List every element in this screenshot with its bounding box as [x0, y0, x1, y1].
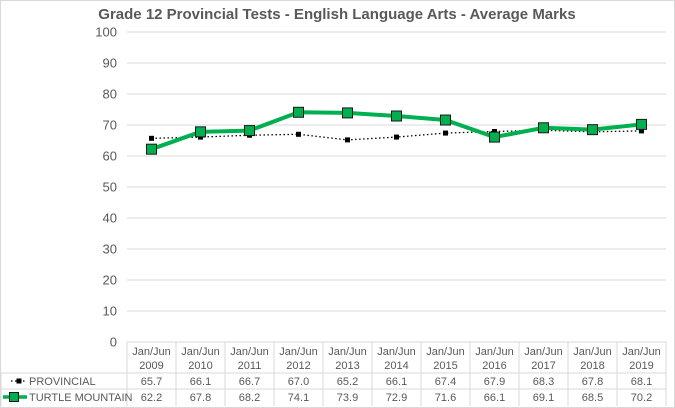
- x-tick-label: Jan/Jun 2018: [573, 346, 612, 372]
- turtle-mountain-point: [146, 143, 157, 155]
- table-cell-value: 65.2: [337, 376, 358, 388]
- table-cell-value: 73.9: [337, 392, 358, 404]
- y-tick-label: 40: [103, 211, 117, 226]
- y-tick-label: 0: [110, 335, 117, 350]
- y-tick-label: 30: [103, 242, 117, 257]
- table-cell-value: 67.8: [190, 392, 211, 404]
- turtle-mountain-point: [538, 122, 549, 134]
- x-tick-label: Jan/Jun 2017: [524, 346, 563, 372]
- table-cell-value: 62.2: [141, 392, 162, 404]
- turtle-mountain-point: [342, 107, 353, 119]
- table-cell-value: 70.2: [631, 392, 652, 404]
- turtle-mountain-point: [636, 118, 647, 130]
- table-cell-value: 67.0: [288, 376, 309, 388]
- table-cell-value: 69.1: [533, 392, 554, 404]
- provincial-point: [149, 135, 154, 141]
- table-cell-value: 67.4: [435, 376, 456, 388]
- turtle-mountain-point: [391, 110, 402, 122]
- provincial-point: [345, 137, 350, 143]
- x-tick-label: Jan/Jun 2011: [230, 346, 269, 372]
- table-cell-value: 71.6: [435, 392, 456, 404]
- legend-marker-provincial: [16, 378, 22, 384]
- x-tick-label: Jan/Jun 2013: [328, 346, 367, 372]
- legend-label: TURTLE MOUNTAIN: [29, 392, 133, 404]
- table-cell-value: 67.9: [484, 376, 505, 388]
- turtle-mountain-point: [587, 124, 598, 136]
- table-cell-value: 66.1: [484, 392, 505, 404]
- provincial-point: [443, 130, 448, 136]
- table-cell-value: 66.1: [190, 376, 211, 388]
- provincial-point: [394, 134, 399, 140]
- table-cell-value: 66.7: [239, 376, 260, 388]
- y-tick-label: 90: [103, 56, 117, 71]
- provincial-point: [639, 128, 644, 134]
- x-tick-label: Jan/Jun 2015: [426, 346, 465, 372]
- table-cell-value: 66.1: [386, 376, 407, 388]
- y-tick-label: 70: [103, 118, 117, 133]
- x-tick-label: Jan/Jun 2016: [475, 346, 514, 372]
- legend-marker-turtle-mountain: [9, 392, 19, 402]
- turtle-mountain-point: [195, 126, 206, 138]
- turtle-mountain-point: [293, 106, 304, 118]
- turtle-mountain-point: [244, 125, 255, 137]
- x-tick-label: Jan/Jun 2012: [279, 346, 318, 372]
- table-cell-value: 72.9: [386, 392, 407, 404]
- provincial-point: [492, 129, 497, 135]
- x-tick-label: Jan/Jun 2009: [132, 346, 171, 372]
- turtle-mountain-point: [440, 114, 451, 126]
- table-cell-value: 68.3: [533, 376, 554, 388]
- table-cell-value: 67.8: [582, 376, 603, 388]
- chart-title: Grade 12 Provincial Tests - English Lang…: [98, 6, 575, 23]
- legend-label: PROVINCIAL: [29, 376, 96, 388]
- table-cell-value: 65.7: [141, 376, 162, 388]
- y-tick-label: 50: [103, 180, 117, 195]
- x-tick-label: Jan/Jun 2019: [622, 346, 661, 372]
- table-cell-value: 74.1: [288, 392, 309, 404]
- turtle-mountain-point: [489, 131, 500, 143]
- x-tick-label: Jan/Jun 2010: [181, 346, 220, 372]
- y-tick-label: 60: [103, 149, 117, 164]
- y-tick-label: 10: [103, 304, 117, 319]
- provincial-point: [296, 131, 301, 137]
- table-cell-value: 68.5: [582, 392, 603, 404]
- y-tick-label: 100: [95, 25, 117, 40]
- y-tick-label: 80: [103, 87, 117, 102]
- y-tick-label: 20: [103, 273, 117, 288]
- table-cell-value: 68.1: [631, 376, 652, 388]
- table-cell-value: 68.2: [239, 392, 260, 404]
- x-tick-label: Jan/Jun 2014: [377, 346, 416, 372]
